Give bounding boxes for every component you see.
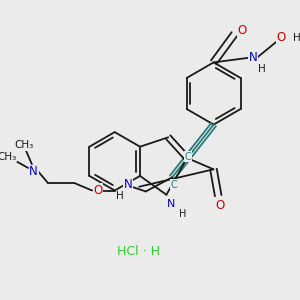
Text: N: N — [124, 178, 132, 191]
Text: N: N — [167, 199, 175, 209]
Text: N: N — [249, 51, 258, 64]
Text: O: O — [215, 199, 225, 212]
Text: H: H — [116, 191, 124, 201]
Text: O: O — [93, 184, 102, 197]
Text: H: H — [258, 64, 266, 74]
Text: N: N — [29, 165, 38, 178]
Text: C: C — [171, 180, 177, 190]
Text: H: H — [179, 208, 186, 219]
Text: CH₃: CH₃ — [0, 152, 17, 162]
Text: O: O — [237, 24, 247, 37]
Text: C: C — [185, 152, 192, 162]
Text: CH₃: CH₃ — [15, 140, 34, 150]
Text: H: H — [293, 33, 300, 43]
Text: HCl · H: HCl · H — [117, 245, 160, 258]
Text: O: O — [277, 32, 286, 44]
